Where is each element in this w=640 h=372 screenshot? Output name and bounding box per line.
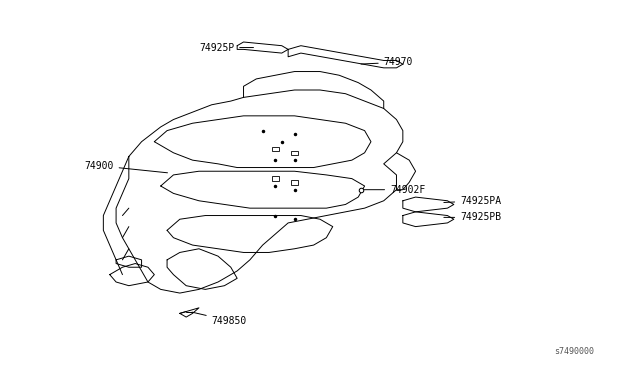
Text: 74970: 74970	[361, 57, 413, 67]
Bar	[291, 151, 298, 155]
Text: 74925P: 74925P	[199, 42, 253, 52]
Text: 749850: 749850	[192, 312, 247, 326]
Text: 74925PA: 74925PA	[444, 196, 501, 206]
Text: 74900: 74900	[84, 161, 168, 173]
Bar	[291, 180, 298, 185]
Text: 74925PB: 74925PB	[444, 212, 501, 222]
Bar	[271, 147, 279, 151]
Text: 74902F: 74902F	[364, 185, 426, 195]
Text: s7490000: s7490000	[554, 347, 594, 356]
Bar	[271, 176, 279, 181]
